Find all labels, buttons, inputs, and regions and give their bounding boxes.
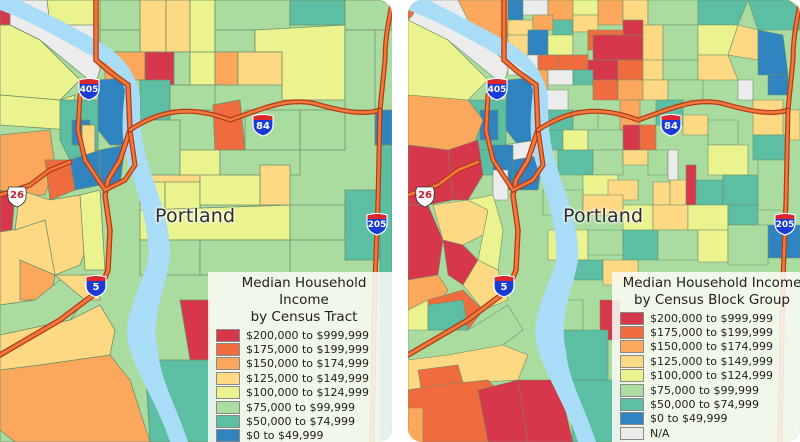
legend-item: $75,000 to $99,999 [620,383,800,397]
us-highway-26-shield-icon: 26 [414,185,436,209]
interstate-84-shield-icon: 84 [660,113,682,137]
swatch-175k-icon [216,343,240,357]
legend-item: $50,000 to $74,999 [620,397,800,412]
swatch-50k-icon [620,398,644,412]
swatch-100k-icon [216,386,240,400]
legend-title-line2: by Census Block Group [634,292,790,308]
choropleth-map-block-group[interactable] [408,0,800,442]
legend-item: $100,000 to $124,999 [216,386,392,400]
legend-item: $75,000 to $99,999 [216,400,392,414]
swatch-75k-icon [620,383,644,397]
interstate-405-shield-icon: 405 [78,77,100,101]
interstate-405-shield-icon: 405 [486,77,508,101]
legend-title-line1: Median Household Income [622,275,800,291]
city-label-portland: Portland [155,205,236,227]
swatch-100k-icon [620,369,644,383]
legend-item: $150,000 to $174,999 [216,357,392,371]
legend-item: $0 to $49,999 [620,412,800,426]
us-highway-26-shield-icon: 26 [6,185,28,209]
swatch-0k-icon [620,412,644,426]
city-label-portland: Portland [563,205,644,227]
swatch-125k-icon [216,371,240,385]
swatch-150k-icon [216,357,240,371]
interstate-205-shield-icon: 205 [366,212,388,236]
swatch-150k-icon [620,340,644,354]
legend-title-line2: by Census Tract [250,309,358,325]
legend-item: $200,000 to $999,999 [216,328,392,342]
block-group-income-map[interactable]: Portland 405 84 205 5 26 Median Househol… [408,0,800,442]
legend-block-group: Median Household Income by Census Block … [612,272,800,442]
choropleth-map-tract[interactable] [0,0,392,442]
swatch-50k-icon [216,415,240,429]
swatch-200k-icon [216,328,240,342]
legend-item: $0 to $49,999 [216,429,392,442]
legend-item: $200,000 to $999,999 [620,311,800,325]
legend-item: $125,000 to $149,999 [216,371,392,385]
legend-item: $150,000 to $174,999 [620,340,800,354]
swatch-75k-icon [216,400,240,414]
swatch-na-icon [620,426,644,440]
interstate-5-shield-icon: 5 [493,274,515,298]
legend-title-line1: Median Household Income [241,275,367,308]
swatch-200k-icon [620,311,644,325]
legend-item: $175,000 to $199,999 [216,342,392,357]
legend-item: $125,000 to $149,999 [620,354,800,368]
interstate-5-shield-icon: 5 [85,274,107,298]
swatch-125k-icon [620,354,644,368]
swatch-0k-icon [216,429,240,442]
legend-item: N/A [620,426,800,440]
legend-item: $50,000 to $74,999 [216,414,392,429]
legend-item: $175,000 to $199,999 [620,325,800,340]
interstate-205-shield-icon: 205 [774,212,796,236]
swatch-175k-icon [620,326,644,340]
legend-item: $100,000 to $124,999 [620,369,800,383]
tract-income-map[interactable]: Portland 405 84 205 5 26 Median Househol… [0,0,392,442]
legend-tract: Median Household Income by Census Tract … [208,272,392,442]
interstate-84-shield-icon: 84 [252,113,274,137]
